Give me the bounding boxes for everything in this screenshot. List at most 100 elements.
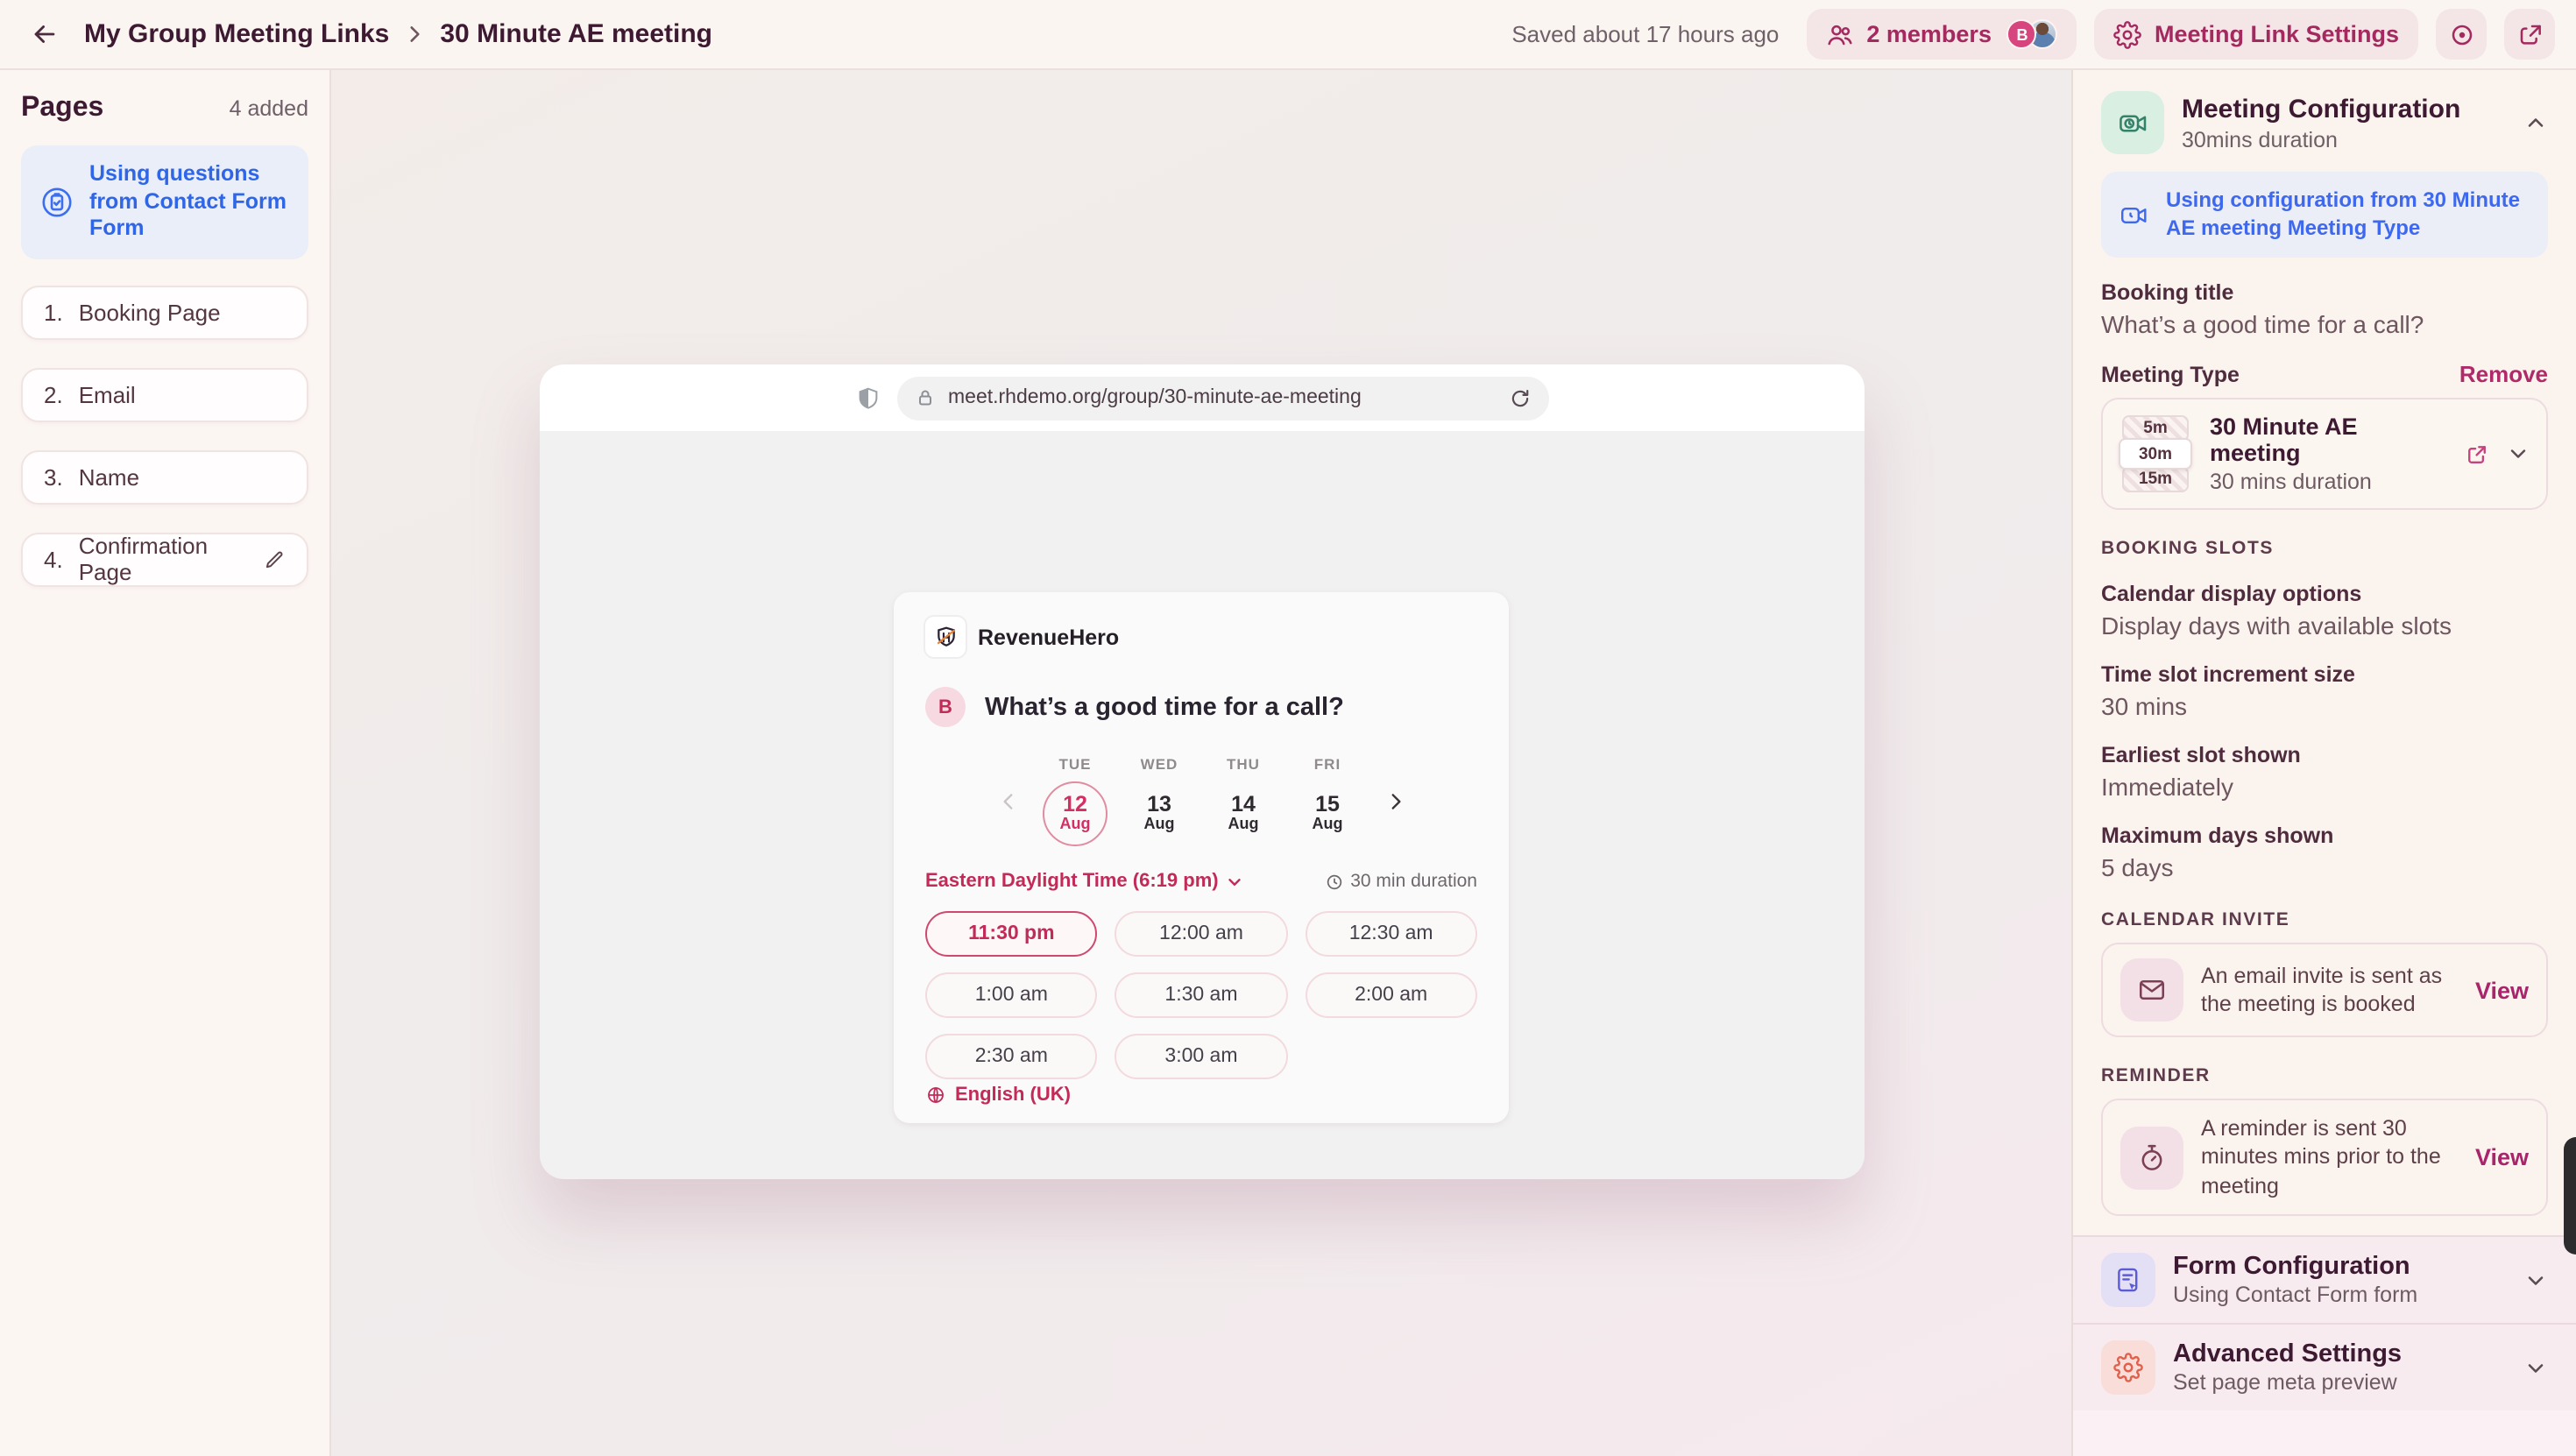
- breadcrumb: My Group Meeting Links 30 Minute AE meet…: [84, 19, 712, 49]
- chevron-down-icon[interactable]: [2506, 442, 2530, 466]
- chevron-up-icon[interactable]: [2523, 110, 2548, 135]
- pencil-icon[interactable]: [263, 548, 286, 571]
- page-item-email[interactable]: 2. Email: [21, 367, 308, 422]
- time-slot[interactable]: 12:30 am: [1305, 911, 1477, 957]
- duration-chip-30m: 30m: [2119, 438, 2192, 470]
- share-button[interactable]: [2504, 9, 2555, 60]
- day-date: 12: [1063, 792, 1087, 817]
- time-slot-increment-label: Time slot increment size: [2101, 662, 2355, 688]
- panel-footer: [2073, 1410, 2576, 1456]
- using-configuration-banner[interactable]: Using configuration from 30 Minute AE me…: [2101, 172, 2548, 258]
- day-of-week: FRI: [1313, 755, 1341, 773]
- page-item-label: Booking Page: [78, 299, 221, 326]
- maximum-days-value: 5 days: [2101, 853, 2174, 882]
- page-item-number: 3.: [44, 463, 63, 491]
- clipboard-check-icon: [39, 184, 75, 221]
- mail-icon: [2120, 958, 2183, 1022]
- page-item-label: Name: [78, 463, 140, 491]
- maximum-days-label: Maximum days shown: [2101, 823, 2334, 849]
- duration-note: 30 min duration: [1324, 871, 1477, 892]
- using-questions-banner[interactable]: Using questions from Contact Form Form: [21, 145, 308, 259]
- time-slot-selected[interactable]: 11:30 pm: [925, 911, 1098, 957]
- page-item-name[interactable]: 3. Name: [21, 449, 308, 505]
- form-configuration-subtitle: Using Contact Form form: [2173, 1283, 2418, 1307]
- booking-title-label: Booking title: [2101, 280, 2234, 306]
- page-item-confirmation-page[interactable]: 4. Confirmation Page: [21, 532, 308, 587]
- breadcrumb-parent[interactable]: My Group Meeting Links: [84, 19, 390, 49]
- members-button[interactable]: 2 members B: [1807, 9, 2077, 60]
- browser-chrome: meet.rhdemo.org/group/30-minute-ae-meeti…: [540, 364, 1865, 431]
- next-days-button[interactable]: [1373, 789, 1417, 812]
- timezone-selector[interactable]: Eastern Daylight Time (6:19 pm): [925, 871, 1245, 892]
- reload-icon[interactable]: [1509, 386, 1532, 409]
- gear-icon: [2101, 1340, 2155, 1395]
- browser-viewport: RevenueHero B What’s a good time for a c…: [540, 431, 1865, 1179]
- page-item-booking-page[interactable]: 1. Booking Page: [21, 285, 308, 340]
- meeting-configuration-header[interactable]: Meeting Configuration 30mins duration: [2101, 91, 2548, 154]
- target-eye-icon: [2447, 20, 2475, 48]
- time-slot[interactable]: 2:00 am: [1305, 972, 1477, 1018]
- calendar-invite-text: An email invite is sent as the meeting i…: [2201, 963, 2443, 1017]
- page-item-label: Confirmation Page: [78, 533, 209, 586]
- preview-canvas: meet.rhdemo.org/group/30-minute-ae-meeti…: [331, 70, 2071, 1456]
- day-of-week: WED: [1140, 755, 1178, 773]
- page-item-label: Email: [78, 381, 136, 408]
- lock-icon: [915, 387, 936, 408]
- time-slot[interactable]: 1:00 am: [925, 972, 1098, 1018]
- panel-content: Meeting Configuration 30mins duration Us…: [2073, 70, 2576, 1235]
- day-option-fri-15[interactable]: FRI 15 Aug: [1289, 755, 1366, 846]
- reminder-view-button[interactable]: View: [2474, 1144, 2529, 1171]
- form-icon: [2101, 1253, 2155, 1307]
- configuration-panel: Meeting Configuration 30mins duration Us…: [2071, 70, 2576, 1456]
- share-icon: [2516, 20, 2544, 48]
- using-configuration-banner-label: Using configuration from 30 Minute AE me…: [2166, 187, 2521, 240]
- advanced-settings-section[interactable]: Advanced Settings Set page meta preview: [2073, 1323, 2576, 1410]
- meeting-type-card[interactable]: 5m 30m 15m 30 Minute AE meeting 30 mins …: [2101, 398, 2548, 511]
- reminder-card: A reminder is sent 30 minutes mins prior…: [2101, 1099, 2548, 1216]
- day-month: Aug: [1228, 815, 1259, 833]
- time-slot[interactable]: 1:30 am: [1115, 972, 1288, 1018]
- page-item-number: 2.: [44, 381, 63, 408]
- address-bar[interactable]: meet.rhdemo.org/group/30-minute-ae-meeti…: [897, 376, 1549, 420]
- calendar-display-options-label: Calendar display options: [2101, 582, 2362, 607]
- shield-icon: [855, 385, 881, 411]
- form-configuration-title: Form Configuration: [2173, 1253, 2410, 1281]
- gear-icon: [2114, 20, 2142, 48]
- remove-meeting-type-button[interactable]: Remove: [2459, 361, 2548, 388]
- day-date: 14: [1231, 792, 1256, 817]
- calendar-display-options-value: Display days with available slots: [2101, 611, 2452, 640]
- time-slot[interactable]: 3:00 am: [1115, 1034, 1288, 1079]
- scrollbar-thumb[interactable]: [2564, 1137, 2576, 1255]
- day-month: Aug: [1059, 815, 1091, 833]
- day-option-tue-12[interactable]: TUE 12 Aug: [1037, 755, 1114, 846]
- duration-stack: 5m 30m 15m: [2119, 415, 2192, 493]
- day-of-week: TUE: [1058, 755, 1092, 773]
- language-label: English (UK): [955, 1085, 1071, 1106]
- chevron-down-icon[interactable]: [2523, 1355, 2548, 1380]
- settings-button-label: Meeting Link Settings: [2154, 21, 2399, 47]
- reminder-section-title: REMINDER: [2101, 1065, 2211, 1087]
- day-of-week: THU: [1227, 755, 1260, 773]
- external-link-icon[interactable]: [2464, 441, 2490, 467]
- preview-button[interactable]: [2436, 9, 2487, 60]
- back-button[interactable]: [21, 11, 67, 57]
- time-slot[interactable]: 2:30 am: [925, 1034, 1098, 1079]
- meeting-link-settings-button[interactable]: Meeting Link Settings: [2094, 9, 2418, 60]
- brand-row: RevenueHero: [925, 617, 1477, 657]
- earliest-slot-label: Earliest slot shown: [2101, 743, 2301, 768]
- booking-slots-section-title: BOOKING SLOTS: [2101, 538, 2274, 560]
- chevron-down-icon[interactable]: [2523, 1268, 2548, 1292]
- back-arrow-icon: [29, 19, 59, 49]
- day-option-thu-14[interactable]: THU 14 Aug: [1205, 755, 1282, 846]
- language-selector[interactable]: English (UK): [925, 1085, 1477, 1106]
- page-item-number: 1.: [44, 299, 63, 326]
- day-option-wed-13[interactable]: WED 13 Aug: [1121, 755, 1198, 846]
- time-slot[interactable]: 12:00 am: [1115, 911, 1288, 957]
- calendar-invite-card: An email invite is sent as the meeting i…: [2101, 943, 2548, 1038]
- form-configuration-section[interactable]: Form Configuration Using Contact Form fo…: [2073, 1237, 2576, 1323]
- breadcrumb-current: 30 Minute AE meeting: [440, 19, 712, 49]
- earliest-slot-value: Immediately: [2101, 773, 2233, 802]
- previous-days-button[interactable]: [986, 789, 1030, 812]
- calendar-invite-view-button[interactable]: View: [2474, 977, 2529, 1004]
